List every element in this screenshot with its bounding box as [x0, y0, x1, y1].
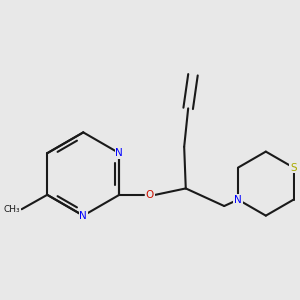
Text: N: N	[234, 195, 242, 205]
Text: N: N	[80, 211, 87, 220]
Text: CH₃: CH₃	[4, 205, 20, 214]
Text: N: N	[116, 148, 123, 158]
Text: O: O	[146, 190, 154, 200]
Text: S: S	[290, 163, 297, 172]
